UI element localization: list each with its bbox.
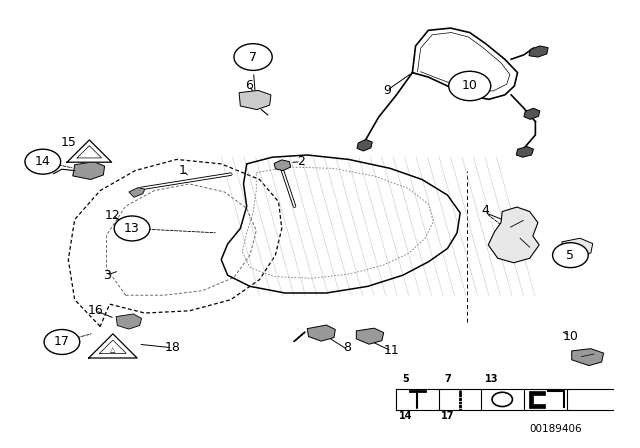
Polygon shape [307, 325, 335, 341]
Polygon shape [239, 90, 271, 110]
Polygon shape [67, 140, 111, 162]
Polygon shape [89, 334, 137, 358]
Text: 13: 13 [124, 222, 140, 235]
Text: 13: 13 [485, 374, 499, 384]
Polygon shape [129, 188, 145, 197]
Polygon shape [529, 46, 548, 57]
Text: 5: 5 [403, 374, 410, 384]
Text: 17: 17 [54, 336, 70, 349]
Circle shape [114, 216, 150, 241]
Text: 10: 10 [462, 79, 477, 92]
Polygon shape [356, 328, 384, 344]
Polygon shape [488, 207, 540, 263]
Text: 15: 15 [61, 137, 77, 150]
Text: 00189406: 00189406 [529, 424, 582, 434]
Polygon shape [274, 160, 291, 171]
Text: 3: 3 [102, 269, 111, 282]
Polygon shape [412, 28, 518, 99]
Circle shape [25, 149, 61, 174]
Polygon shape [561, 238, 593, 258]
Polygon shape [221, 155, 460, 293]
Text: 16: 16 [88, 304, 104, 317]
Text: 14: 14 [35, 155, 51, 168]
Text: 12: 12 [105, 209, 121, 222]
Text: 10: 10 [563, 330, 579, 343]
Circle shape [234, 44, 272, 70]
Circle shape [449, 71, 491, 101]
Ellipse shape [118, 221, 136, 229]
Text: 2: 2 [297, 155, 305, 168]
Text: 4: 4 [482, 204, 490, 217]
Text: 5: 5 [566, 249, 575, 262]
Text: 6: 6 [244, 79, 253, 92]
Text: 1: 1 [179, 164, 187, 177]
Text: 11: 11 [383, 345, 399, 358]
Polygon shape [516, 146, 534, 157]
Text: 14: 14 [399, 411, 413, 421]
Polygon shape [73, 162, 104, 180]
Circle shape [552, 243, 588, 267]
Text: 18: 18 [164, 341, 180, 354]
Text: 9: 9 [383, 84, 391, 97]
Circle shape [44, 330, 80, 354]
Polygon shape [357, 139, 372, 151]
Text: 8: 8 [344, 341, 351, 354]
Text: 7: 7 [444, 374, 451, 384]
Polygon shape [572, 349, 604, 366]
Polygon shape [529, 391, 545, 408]
Polygon shape [116, 314, 141, 329]
Text: △: △ [110, 347, 116, 353]
Polygon shape [524, 108, 540, 119]
Text: 7: 7 [249, 51, 257, 64]
Text: 17: 17 [441, 411, 454, 421]
